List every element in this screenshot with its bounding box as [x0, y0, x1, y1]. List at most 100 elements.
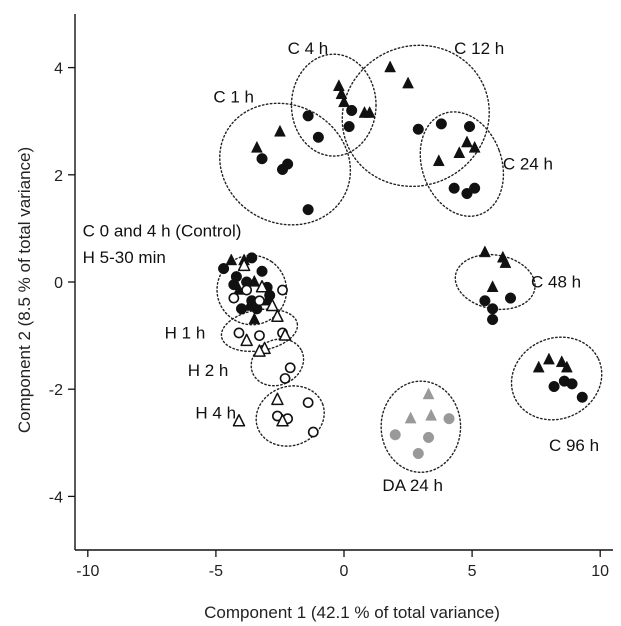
filled-circle-point [389, 429, 401, 441]
open-circle-point [233, 327, 245, 339]
open-triangle-point [255, 280, 269, 293]
group-label: C 48 h [531, 272, 581, 291]
open-circle-point [307, 426, 319, 438]
y-tick-label: 2 [54, 168, 63, 185]
open-triangle-point [232, 414, 246, 427]
filled-circle-point [479, 295, 491, 307]
group-label: C 4 h [288, 39, 329, 58]
filled-circle-point [461, 188, 473, 200]
open-circle-point [277, 284, 288, 296]
filled-triangle-point [274, 125, 286, 137]
filled-circle-point [412, 447, 424, 460]
group-label: H 4 h [195, 404, 236, 423]
open-triangle-point [271, 392, 284, 406]
filled-circle-point [343, 121, 355, 133]
filled-triangle-point [384, 60, 396, 73]
filled-circle-point [246, 252, 258, 264]
group-ellipse [219, 102, 352, 226]
filled-triangle-point [422, 387, 435, 400]
filled-circle-point [448, 182, 460, 194]
filled-triangle-point [453, 146, 466, 159]
filled-triangle-point [251, 141, 263, 153]
filled-circle-point [282, 158, 294, 170]
filled-triangle-point [243, 299, 255, 311]
x-tick-label: 5 [468, 563, 477, 580]
filled-triangle-point [338, 95, 350, 108]
filled-circle-point [576, 391, 588, 403]
open-triangle-point [276, 414, 289, 427]
filled-circle-point [435, 118, 447, 130]
group-ellipse [380, 380, 462, 473]
open-circle-point [254, 330, 265, 341]
filled-triangle-point [556, 355, 568, 368]
filled-circle-point [256, 265, 268, 277]
group-label: C 96 h [549, 436, 599, 455]
open-triangle-point [237, 258, 251, 272]
open-triangle-point [271, 309, 284, 322]
filled-circle-point [312, 131, 324, 143]
y-tick-label: 4 [54, 61, 63, 78]
group-label: C 24 h [503, 154, 553, 173]
filled-circle-point [256, 153, 268, 165]
filled-triangle-point [335, 87, 348, 100]
open-triangle-point [278, 328, 292, 341]
filled-circle-point [504, 292, 517, 304]
group-ellipse [419, 111, 505, 217]
filled-triangle-point [225, 253, 238, 266]
filled-triangle-point [404, 411, 417, 424]
group-label: H 5-30 min [83, 248, 166, 267]
filled-triangle-point [433, 154, 445, 167]
x-tick-label: -10 [76, 563, 99, 580]
open-circle-point [284, 362, 296, 374]
filled-circle-point [230, 271, 242, 283]
group-ellipse [290, 53, 377, 157]
group-ellipse [341, 44, 490, 188]
filled-triangle-point [461, 135, 473, 148]
filled-circle-point [412, 123, 424, 135]
filled-circle-point [469, 182, 481, 194]
y-tick-label: 0 [54, 275, 63, 292]
x-tick-label: -5 [209, 563, 223, 580]
filled-triangle-point [486, 280, 499, 293]
filled-circle-point [346, 104, 358, 117]
x-tick-label: 0 [340, 563, 349, 580]
filled-triangle-point [532, 360, 545, 373]
filled-triangle-point [333, 79, 345, 92]
filled-circle-point [566, 378, 578, 390]
open-circle-point [241, 284, 253, 296]
group-ellipse [255, 385, 325, 447]
filled-circle-point [218, 263, 230, 275]
group-ellipse [250, 338, 305, 387]
filled-circle-point [302, 110, 314, 122]
group-label: C 12 h [454, 39, 504, 58]
filled-circle-point [302, 204, 314, 216]
group-label: DA 24 h [382, 476, 443, 495]
filled-triangle-point [425, 409, 437, 421]
group-label: H 1 h [165, 323, 206, 342]
filled-triangle-point [479, 245, 491, 258]
filled-circle-point [487, 313, 499, 326]
filled-triangle-point [499, 256, 512, 268]
filled-circle-point [548, 380, 560, 393]
filled-circle-point [443, 413, 455, 425]
filled-circle-point [422, 431, 435, 443]
y-tick-label: -4 [49, 489, 63, 506]
filled-triangle-point [248, 275, 261, 287]
group-ellipse [510, 336, 603, 421]
y-axis-label: Component 2 (8.5 % of total variance) [15, 147, 34, 433]
filled-triangle-point [543, 352, 555, 365]
open-triangle-point [266, 298, 279, 312]
filled-circle-point [487, 303, 499, 315]
data-points [218, 60, 588, 460]
open-triangle-point [253, 344, 266, 357]
y-tick-label: -2 [49, 382, 63, 399]
x-axis-label: Component 1 (42.1 % of total variance) [204, 603, 500, 622]
group-label: C 1 h [213, 87, 254, 106]
open-circle-point [279, 373, 291, 384]
filled-triangle-point [363, 106, 376, 118]
filled-triangle-point [561, 360, 573, 373]
group-label: C 0 and 4 h (Control) [83, 221, 242, 240]
group-labels: C 1 h C 4 h C 12 h C 24 h C 48 h C 96 h DA 24 … [83, 39, 599, 495]
filled-circle-point [463, 121, 476, 133]
